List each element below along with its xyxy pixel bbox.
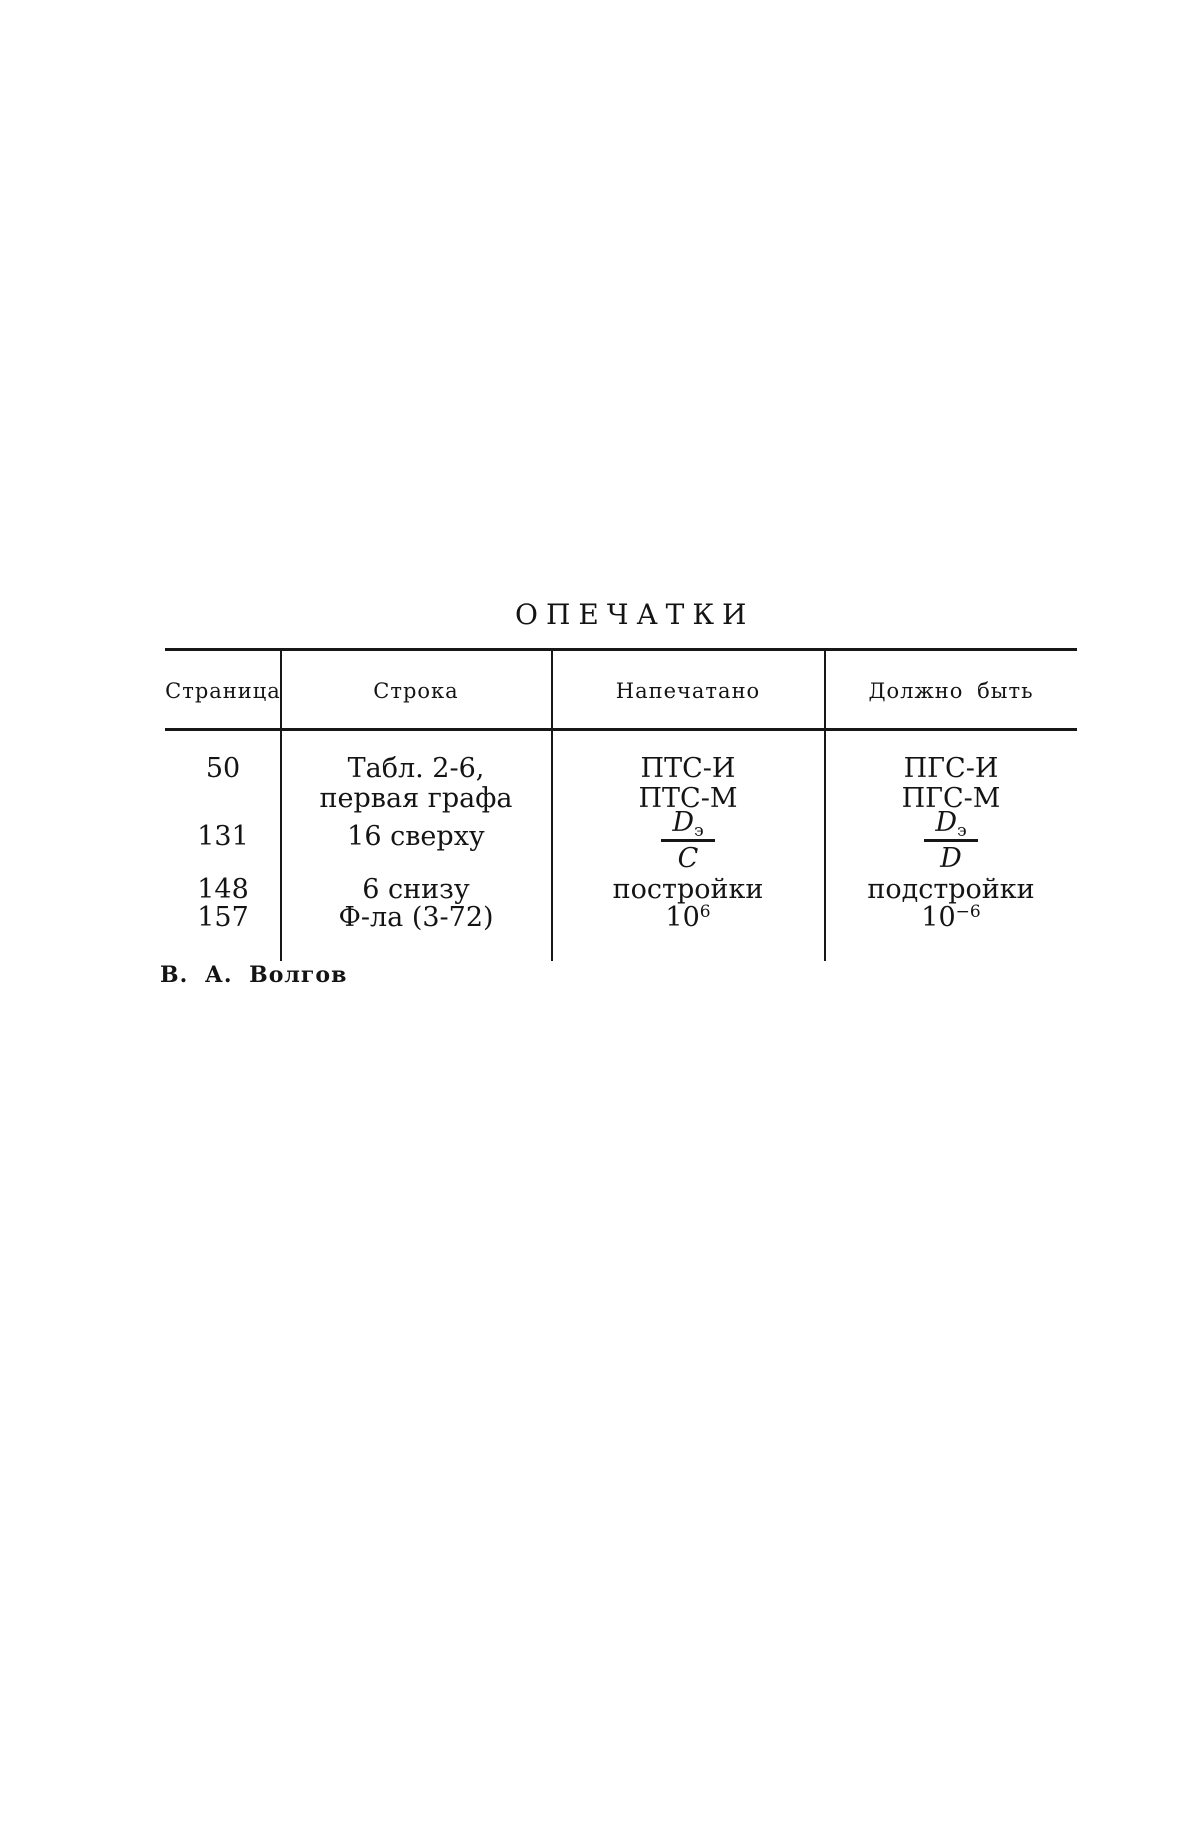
row3-line-ref: 6 снизу [362, 874, 470, 905]
column-header-correct: Должно быть [868, 679, 1034, 703]
column-divider-3 [824, 651, 826, 961]
fraction-numerator: Dэ [935, 807, 967, 841]
row3-page-number: 148 [197, 874, 249, 905]
row1-printed-1: ПТС-И [640, 753, 736, 784]
row1-printed-2: ПТС-М [638, 783, 738, 814]
row3-printed: постройки [612, 874, 764, 905]
table-header-rule [165, 728, 1077, 731]
fraction-numerator: Dэ [672, 807, 704, 841]
row1-line-ref-1: Табл. 2-6, [347, 753, 485, 784]
fraction-bar [661, 839, 715, 842]
row3-correct: подстройки [867, 874, 1035, 905]
row1-page-number: 50 [205, 753, 241, 784]
row4-correct-power: 10−6 [921, 902, 981, 933]
column-header-page: Страница [165, 679, 281, 703]
row2-line-ref: 16 сверху [347, 821, 485, 852]
row4-page-number: 157 [197, 902, 249, 933]
row4-line-ref: Ф-ла (3-72) [338, 902, 494, 933]
page-title: ОПЕЧАТКИ [515, 598, 755, 631]
fraction-bar [924, 839, 978, 842]
row4-printed-power: 106 [665, 902, 711, 933]
author-signature: В. А. Волгов [160, 962, 348, 988]
column-header-line: Строка [373, 679, 459, 703]
row2-printed-fraction: Dэ C [552, 808, 824, 874]
column-divider-1 [280, 651, 282, 961]
column-divider-2 [551, 651, 553, 961]
table-top-rule [165, 648, 1077, 651]
errata-table: Страница Строка Напечатано Должно быть 5… [165, 648, 1077, 978]
fraction-denominator: D [940, 843, 962, 874]
column-header-printed: Напечатано [615, 679, 761, 703]
row2-page-number: 131 [197, 821, 249, 852]
row1-correct-2: ПГС-М [901, 783, 1001, 814]
fraction-denominator: C [677, 843, 699, 874]
row1-correct-1: ПГС-И [903, 753, 999, 784]
row1-line-ref-2: первая графа [319, 783, 513, 814]
row2-correct-fraction: Dэ D [825, 808, 1077, 874]
